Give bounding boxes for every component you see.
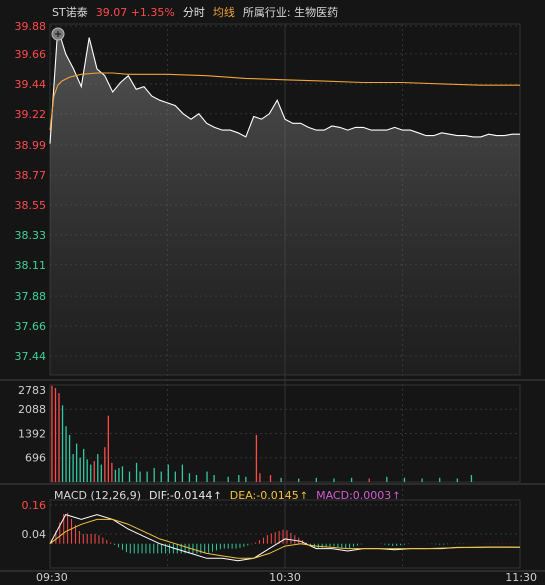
time-tick-label: 11:30	[505, 571, 537, 584]
macd-label: MACD:0.0003	[316, 489, 392, 502]
price-tick-label: 39.22	[15, 108, 47, 121]
price-tick-label: 38.11	[15, 259, 47, 272]
volume-tick-label: 2783	[18, 384, 46, 397]
macd-value: MACD:0.0003↑	[316, 489, 401, 502]
dif-value: DIF:-0.0144↑	[149, 489, 222, 502]
dea-value: DEA:-0.0145↑	[230, 489, 308, 502]
price-tick-label: 39.66	[15, 48, 47, 61]
axis-labels: 39.88 39.66 39.44 39.22 38.99 38.77 38.55 38.33…	[15, 20, 538, 584]
price-tick-label: 37.66	[15, 320, 47, 333]
price-tick-label: 38.99	[15, 139, 47, 152]
macd-panel	[49, 512, 521, 562]
macd-tick-label: 0.04	[22, 528, 47, 541]
up-arrow-icon: ↑	[213, 491, 222, 502]
volume-tick-label: 1392	[18, 427, 46, 440]
chart-header: ST诺泰 39.07 +1.35% 分时 均线 所属行业: 生物医药	[52, 4, 338, 20]
tab-average-line[interactable]: 均线	[212, 6, 235, 19]
price-line	[49, 27, 520, 144]
dif-label: DIF:-0.0144	[149, 489, 213, 502]
stock-price: 39.07 +1.35%	[96, 6, 175, 19]
price-tick-label: 37.44	[15, 350, 47, 363]
price-panel	[49, 27, 520, 375]
dea-line	[49, 518, 520, 559]
price-change: +1.35%	[130, 5, 175, 19]
dea-label: DEA:-0.0145	[229, 489, 299, 502]
price-value: 39.07	[95, 5, 128, 19]
price-tick-label: 38.33	[15, 229, 47, 242]
up-arrow-icon: ↑	[299, 491, 309, 502]
price-tick-label: 37.88	[15, 290, 47, 303]
price-area	[50, 28, 520, 375]
time-tick-label: 09:30	[36, 571, 68, 584]
tab-intraday[interactable]: 分时	[182, 6, 205, 19]
up-arrow-icon: ↑	[392, 491, 401, 502]
price-tick-label: 38.55	[15, 199, 47, 212]
price-tick-label: 38.77	[15, 169, 47, 182]
volume-tick-label: 696	[25, 452, 46, 465]
industry-label[interactable]: 所属行业: 生物医药	[242, 6, 339, 19]
stock-name[interactable]: ST诺泰	[52, 6, 88, 19]
price-tick-label: 39.44	[15, 78, 47, 91]
macd-header: MACD (12,26,9) DIF:-0.0144↑ DEA:-0.0145↑…	[54, 488, 401, 503]
average-price-line	[49, 72, 520, 131]
crosshair-marker[interactable]	[51, 27, 65, 41]
volume-tick-label: 2088	[18, 403, 46, 416]
macd-tick-label: 0.16	[22, 499, 47, 512]
price-tick-label: 39.88	[15, 20, 47, 33]
volume-panel	[51, 385, 473, 482]
macd-title[interactable]: MACD (12,26,9)	[54, 489, 142, 502]
time-tick-label: 10:30	[269, 571, 301, 584]
